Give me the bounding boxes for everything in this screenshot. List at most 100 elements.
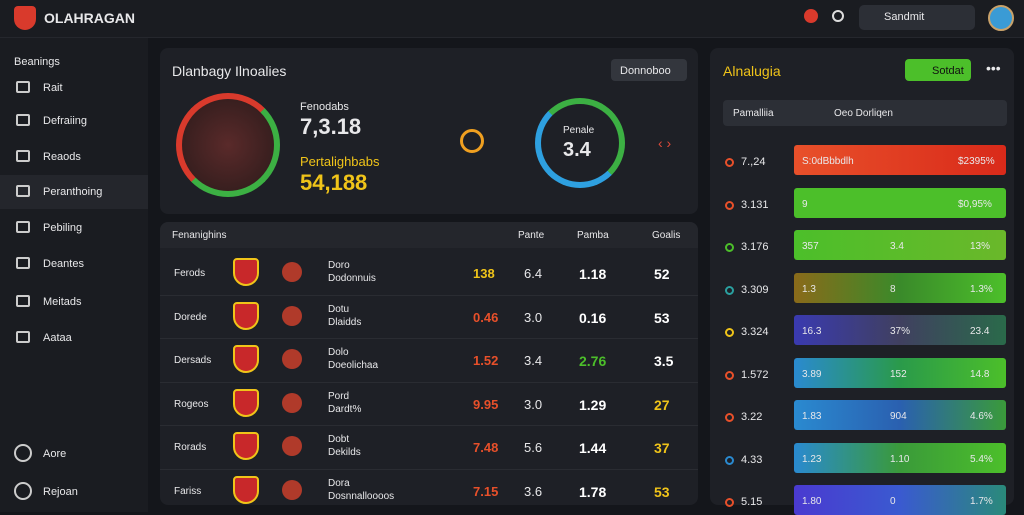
bar-label: 3.4: [890, 241, 904, 252]
nav-item[interactable]: Reaods: [43, 151, 81, 163]
bar-label: $2395%: [958, 156, 995, 167]
nav-icon: [16, 295, 30, 307]
search-text: Sandmit: [884, 11, 925, 23]
nav-item[interactable]: Peranthoing: [43, 186, 103, 198]
more-icon[interactable]: •••: [986, 60, 1001, 76]
bar-label: 357: [802, 241, 819, 252]
team-name: Dora: [328, 477, 350, 489]
bar-label: 0: [890, 496, 896, 507]
search-box[interactable]: [859, 5, 975, 30]
team-name: Dobt: [328, 434, 350, 445]
stat: 53: [654, 309, 670, 326]
stat: 6.4: [524, 266, 543, 281]
stat: 3.6: [524, 483, 543, 499]
nav-item[interactable]: Deantes: [43, 258, 84, 270]
score-ring: [535, 98, 625, 188]
nav-icon: [16, 114, 30, 126]
nav-item[interactable]: Meitads: [43, 296, 82, 308]
hero-title: Dlanbagy Ilnoalies: [172, 63, 287, 79]
panel-button[interactable]: [905, 59, 971, 81]
alert-icon[interactable]: [804, 9, 818, 23]
coin-icon: [460, 129, 484, 153]
stat: 5.6: [524, 440, 543, 455]
panel-title: Alnalugia: [723, 63, 781, 79]
bar-label: 1.80: [802, 496, 822, 507]
stat: 53: [654, 483, 670, 500]
nav-item[interactable]: Defraiing: [43, 115, 88, 127]
team-sub: Dodonnuis: [328, 273, 376, 284]
sub-value: 54,188: [300, 170, 368, 195]
stat: 1.44: [579, 440, 607, 456]
column-header: Fenanighins: [172, 230, 227, 241]
bar-label: 1.83: [802, 411, 822, 422]
status-dot: [725, 370, 734, 380]
row-value: 3.131: [741, 198, 769, 211]
stat: 0.46: [473, 309, 499, 325]
stat-label: Fenodabs: [300, 101, 349, 113]
nav-item[interactable]: Aataa: [43, 332, 72, 344]
nav-item[interactable]: Pebiling: [43, 222, 83, 234]
column-header: Goalis: [652, 230, 681, 241]
bar: [794, 357, 1006, 388]
stat: 3.0: [524, 396, 543, 412]
row-value: 3.324: [741, 326, 769, 338]
status-dot: [725, 200, 734, 210]
team-crest: [233, 258, 259, 286]
bar-label: 1.7%: [970, 496, 993, 507]
stat-value: 7,3.18: [300, 114, 362, 139]
stat: 1.52: [473, 353, 499, 368]
team-name: Pord: [328, 390, 350, 402]
dropdown[interactable]: [611, 59, 687, 81]
stat: 27: [654, 396, 670, 413]
status-dot: [725, 243, 734, 252]
nav-item[interactable]: Aore: [43, 448, 67, 460]
bar: [794, 272, 1006, 303]
settings-icon[interactable]: [832, 10, 844, 22]
row-label: Dorede: [174, 311, 207, 323]
opponent-crest: [282, 349, 302, 369]
nav-icon: [16, 331, 30, 343]
team-sub: Dekilds: [328, 447, 361, 458]
bar-label: 14.8: [970, 368, 990, 380]
bar-label: S:0dBbbdlh: [802, 156, 854, 167]
row-label: Dersads: [174, 355, 212, 366]
nav-item[interactable]: Rait: [43, 82, 63, 94]
row-divider: [160, 338, 698, 339]
row-label: Rogeos: [174, 398, 209, 410]
nav-icon: [16, 81, 30, 93]
stat: 0.16: [579, 309, 607, 326]
avatar[interactable]: [988, 5, 1014, 31]
nav-arrows[interactable]: ‹ ›: [658, 135, 672, 151]
player-ring: [176, 93, 280, 197]
team-sub: Dlaidds: [328, 316, 362, 328]
ring-value: 3.4: [563, 139, 591, 161]
status-dot: [725, 328, 734, 337]
nav-item[interactable]: Rejoan: [43, 486, 78, 498]
bar-label: 3.89: [802, 368, 822, 380]
bar-label: 37%: [890, 326, 911, 337]
nav-icon: [16, 257, 30, 269]
team-crest: [233, 432, 259, 460]
bar-label: 152: [890, 368, 907, 380]
row-label: Fariss: [174, 485, 202, 497]
bar-label: 1.3%: [970, 283, 993, 295]
status-dot: [725, 158, 734, 167]
team-name: Dotu: [328, 303, 350, 315]
bar-label: 1.10: [890, 453, 910, 465]
team-name: Dolo: [328, 347, 349, 358]
stat: 2.76: [579, 353, 607, 369]
row-divider: [160, 468, 698, 470]
row-value: 7.,24: [741, 156, 766, 168]
column-header: Pamalliia: [733, 108, 774, 119]
stat: 9.95: [473, 396, 499, 412]
status-dot: [725, 455, 734, 465]
bar-label: 4.6%: [970, 411, 993, 422]
opponent-crest: [282, 479, 302, 500]
row-value: 3.176: [741, 241, 769, 253]
bar-label: 1.3: [802, 283, 816, 295]
bar-label: 13%: [970, 241, 991, 252]
stat: 3.5: [654, 353, 674, 369]
bar: [794, 315, 1006, 345]
row-value: 3.22: [741, 411, 763, 423]
bar-label: 5.4%: [970, 453, 993, 465]
